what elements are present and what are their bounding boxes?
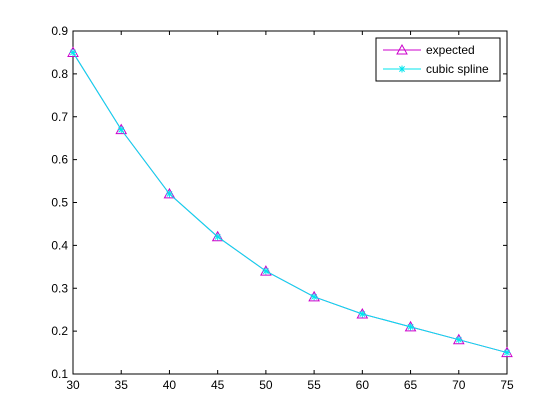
y-tick-label: 0.6 <box>51 153 68 167</box>
y-tick-label: 0.3 <box>51 281 68 295</box>
axis-tick-labels: 30 35 40 45 50 55 60 65 70 75 0.1 0.2 0.3 0.4 0.5 0.6 0.… <box>51 24 514 392</box>
series-line-cubic-spline <box>72 52 508 354</box>
x-tick-label: 60 <box>356 378 370 392</box>
y-tick-label: 0.7 <box>51 110 68 124</box>
y-tick-label: 0.8 <box>51 67 68 81</box>
x-tick-label: 70 <box>452 378 466 392</box>
y-tick-label: 0.1 <box>51 367 68 381</box>
x-tick-label: 45 <box>211 378 225 392</box>
plot-area <box>72 30 508 375</box>
y-tick-label: 0.9 <box>51 24 68 38</box>
data-point-cubic-spline <box>165 190 173 198</box>
x-tick-label: 50 <box>259 378 273 392</box>
data-point-cubic-spline <box>358 310 366 318</box>
legend-marker-symbol <box>398 65 406 73</box>
axis-ticks <box>72 30 508 375</box>
legend-box <box>375 37 501 82</box>
data-point-cubic-spline <box>117 126 125 134</box>
data-point-cubic-spline <box>214 233 222 241</box>
x-tick-label: 65 <box>404 378 418 392</box>
data-point-cubic-spline <box>262 267 270 275</box>
legend: expected cubic spline <box>375 37 501 82</box>
data-point-cubic-spline <box>69 48 77 56</box>
legend-label-cubic-spline: cubic spline <box>426 62 489 76</box>
data-point-cubic-spline <box>310 293 318 301</box>
data-point-cubic-spline <box>455 336 463 344</box>
x-tick-label: 55 <box>307 378 321 392</box>
legend-marker-expected <box>396 43 408 55</box>
x-tick-label: 40 <box>163 378 177 392</box>
y-tick-label: 0.4 <box>51 238 68 252</box>
x-tick-label: 35 <box>115 378 129 392</box>
y-tick-label: 0.2 <box>51 324 68 338</box>
legend-marker-symbol <box>396 43 408 55</box>
legend-marker-cubic-spline <box>398 65 406 73</box>
data-point-cubic-spline <box>407 323 415 331</box>
x-tick-label: 30 <box>66 378 80 392</box>
x-tick-label: 75 <box>500 378 514 392</box>
series-layer <box>67 46 513 358</box>
data-point-cubic-spline <box>503 349 511 357</box>
y-tick-label: 0.5 <box>51 196 68 210</box>
legend-label-expected: expected <box>426 43 475 57</box>
